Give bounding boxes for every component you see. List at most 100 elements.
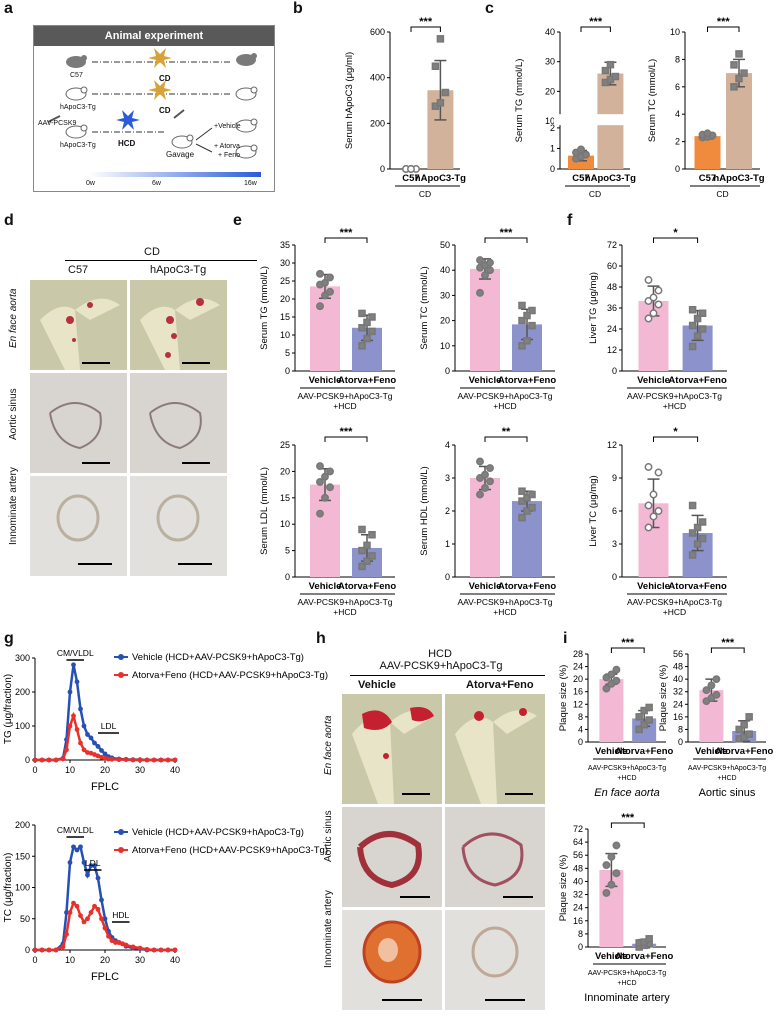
y-tick-label: 48 (573, 863, 583, 873)
data-point (368, 313, 376, 321)
data-point (321, 278, 329, 287)
data-point (316, 478, 324, 486)
y-tick-label: 0 (380, 164, 385, 174)
chart-i3: 0 8 16 24 32 40 48 56 64 72 Plaque size (%) Vehicle… (558, 812, 674, 1004)
y-tick-label: 10 (670, 27, 680, 37)
data-point (698, 309, 707, 317)
y-tick-label: 30 (280, 258, 290, 268)
data-point (602, 888, 611, 897)
series-point (71, 713, 76, 719)
data-point (481, 483, 489, 492)
chart-caption: Aortic sinus (699, 787, 756, 799)
y-tick-label: 10 (280, 330, 290, 340)
data-point (486, 464, 494, 473)
series-point (67, 910, 73, 915)
chart-i1: 0 4 8 12 16 20 24 28 Plaque size (%) VehicleAtorv… (558, 637, 674, 799)
series-point (53, 757, 59, 763)
data-point (602, 861, 611, 870)
significance-bracket (410, 26, 441, 32)
series-point (109, 756, 115, 762)
significance-bracket (484, 237, 528, 243)
y-tick-label: 2 (445, 506, 450, 516)
data-point (431, 62, 440, 70)
category-label: hApoC3-Tg (585, 173, 636, 184)
category-label: C57 (699, 173, 716, 184)
y-tick-label: 200 (15, 820, 30, 830)
series-point (123, 942, 129, 948)
panel-h-col-vehicle: Vehicle (358, 679, 396, 691)
series-point (113, 940, 118, 945)
group-label-2: +HCD (717, 775, 736, 782)
data-point (326, 467, 334, 476)
y-tick-label: 72 (573, 824, 583, 834)
data-point (735, 50, 743, 58)
series-point (172, 757, 178, 763)
y-tick-label: 30 (440, 290, 450, 300)
series-point (165, 947, 171, 953)
panel-d-group: CD (144, 246, 160, 258)
data-point (654, 300, 663, 309)
group-label: AAV-PCSK9+hApoC3-Tg (457, 597, 552, 607)
data-point (582, 150, 590, 159)
y-tick-label: 15 (280, 493, 290, 503)
y-axis-label: Liver TG (μg/mg) (588, 272, 599, 344)
gavage-label: Gavage (166, 150, 195, 159)
bar-vehicle (470, 268, 500, 371)
data-point (363, 318, 371, 327)
data-point (703, 129, 712, 138)
data-point (640, 720, 648, 729)
significance-label: *** (340, 227, 354, 239)
data-point (635, 713, 643, 721)
series-point (85, 732, 90, 737)
group-label: CD (716, 189, 728, 199)
y-tick-label: 8 (675, 54, 680, 64)
y-axis-label: Plaque size (%) (558, 855, 569, 922)
y-tick-label: 16 (573, 916, 583, 926)
y-tick-label: 8 (678, 724, 683, 734)
y-tick-label: 0 (285, 366, 290, 376)
series-point (137, 945, 143, 951)
y-tick-label: 0 (25, 945, 30, 955)
y-tick-label: 56 (673, 649, 683, 659)
group-label: AAV-PCSK9+hApoC3-Tg (588, 970, 666, 977)
chart-g1: 0 100 200 300 0 10 20 30 40 FPLC TG (μg/fraction) V… (3, 648, 328, 793)
y-tick-label: 0 (285, 572, 290, 582)
data-point (645, 716, 653, 724)
legend-label: Vehicle (HCD+AAV-PCSK9+hApoC3-Tg) (132, 652, 304, 663)
panel-label-b: b (293, 0, 303, 17)
series-point (81, 723, 87, 729)
y-tick-label: 5 (285, 348, 290, 358)
cd-label: CD (159, 106, 171, 115)
en-face-aorta-image-vehicle (342, 694, 442, 804)
data-point (316, 302, 324, 311)
y-tick-label: 24 (573, 662, 583, 672)
significance-label: ** (502, 426, 511, 438)
series-point (116, 757, 122, 763)
data-point (326, 483, 334, 492)
data-point (649, 309, 658, 318)
y-tick-label: 48 (607, 282, 617, 292)
series-point (64, 747, 69, 753)
data-point (612, 676, 621, 685)
chart-g2: 0 50 100 150 200 0 10 20 30 40 FPLC TC (μg/fraction… (3, 820, 328, 983)
data-point (649, 490, 658, 499)
y-tick-label: 5 (285, 546, 290, 556)
panel-label-a: a (4, 0, 13, 17)
series-point (46, 757, 52, 763)
data-point (358, 562, 366, 571)
series-point (102, 751, 108, 757)
vehicle-label: +Vehicle (214, 123, 241, 130)
y-tick-label: 8 (578, 929, 583, 939)
data-point (528, 490, 536, 499)
chow-food-icon (148, 80, 172, 100)
legend-label: Atorva+Feno (HCD+AAV-PCSK9+hApoC3-Tg) (132, 670, 328, 681)
panel-label-f: f (567, 212, 573, 229)
significance-label: *** (621, 812, 635, 824)
data-point (698, 325, 707, 333)
data-point (486, 266, 494, 275)
group-label-2: +HCD (617, 980, 636, 987)
data-point (476, 457, 484, 466)
innominate-artery-image-atorva (445, 910, 545, 1010)
data-point (486, 477, 494, 486)
y-tick-label: 48 (673, 662, 683, 672)
